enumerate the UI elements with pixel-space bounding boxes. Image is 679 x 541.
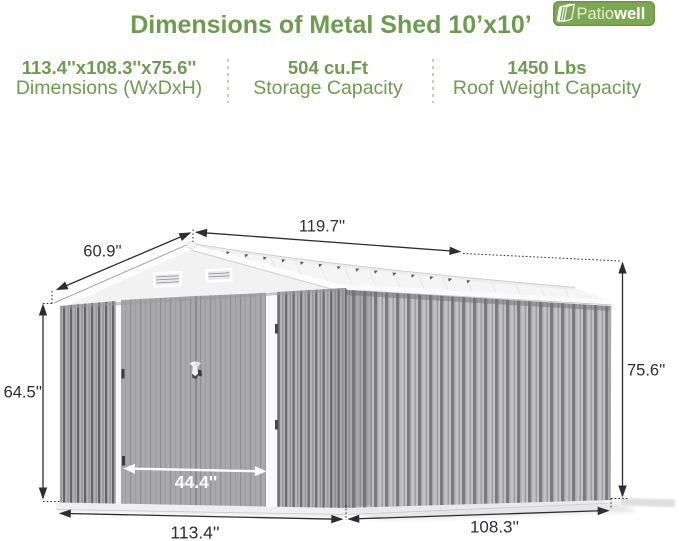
svg-text:75.6'': 75.6'' [627, 362, 665, 380]
svg-text:113.4'': 113.4'' [170, 523, 219, 541]
svg-text:44.4'': 44.4'' [175, 472, 217, 492]
svg-text:64.5'': 64.5'' [4, 384, 42, 402]
svg-text:108.3'': 108.3'' [470, 518, 519, 537]
svg-text:119.7'': 119.7'' [299, 218, 345, 236]
svg-text:60.9'': 60.9'' [83, 243, 121, 261]
svg-text:Patiowell: Patiowell [577, 5, 646, 23]
